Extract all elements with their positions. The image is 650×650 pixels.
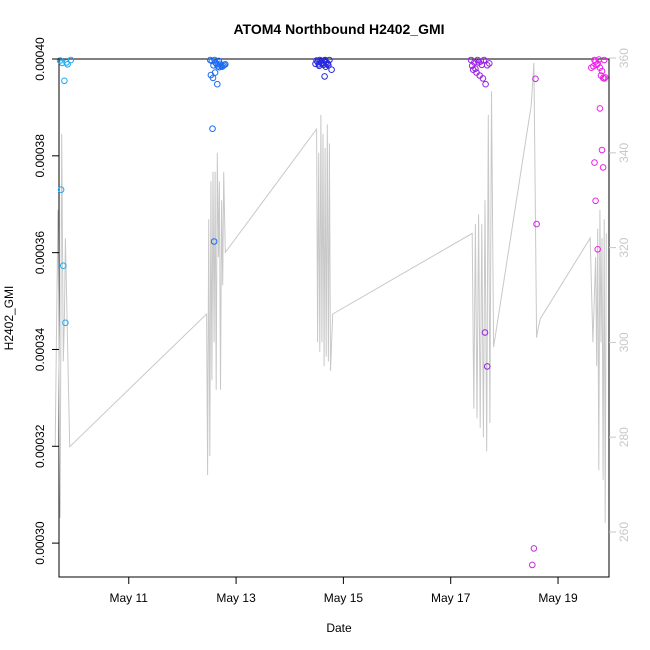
data-point xyxy=(211,69,219,76)
y-tick-label: 0.00038 xyxy=(33,134,47,178)
data-point xyxy=(600,56,608,64)
points-layer xyxy=(56,56,609,569)
data-point xyxy=(532,75,539,83)
chart-title: ATOM4 Northbound H2402_GMI xyxy=(233,21,444,37)
data-point xyxy=(326,56,333,64)
x-tick-label: May 19 xyxy=(538,591,578,605)
data-point xyxy=(318,59,325,67)
x-axis-label: Date xyxy=(326,621,352,635)
data-point xyxy=(596,64,604,71)
data-point xyxy=(483,363,491,370)
y2-tick-label: 340 xyxy=(617,142,631,162)
y2-axis: 260 280 300 320 340 360 xyxy=(609,48,631,542)
data-point xyxy=(64,61,71,68)
y-tick-label: 0.00040 xyxy=(33,37,47,81)
data-point xyxy=(472,65,479,72)
y2-tick-label: 320 xyxy=(617,237,631,257)
data-point xyxy=(598,67,606,75)
x-tick-label: May 13 xyxy=(216,591,256,605)
x-axis: May 11 May 13 May 15 May 17 May 19 xyxy=(110,577,578,605)
data-point xyxy=(600,75,608,82)
heading-line-layer xyxy=(54,62,607,523)
data-point xyxy=(598,146,606,154)
data-point xyxy=(481,329,489,336)
y2-tick-label: 280 xyxy=(617,427,631,447)
data-point xyxy=(599,164,607,171)
data-point xyxy=(529,561,536,569)
data-point xyxy=(62,319,69,327)
y-tick-label: 0.00030 xyxy=(33,521,47,565)
y-axis-label: H2402_GMI xyxy=(2,286,16,351)
data-point xyxy=(592,197,599,205)
data-point xyxy=(596,105,604,112)
y2-tick-label: 360 xyxy=(617,48,631,68)
data-point xyxy=(209,125,216,132)
data-point xyxy=(533,220,540,228)
y-tick-label: 0.00032 xyxy=(33,424,47,468)
data-point xyxy=(322,63,330,70)
y-axis: 0.00030 0.00032 0.00034 0.00036 0.00038 0.000… xyxy=(33,37,59,565)
y2-tick-label: 260 xyxy=(617,522,631,542)
data-point xyxy=(477,58,485,65)
x-tick-label: May 17 xyxy=(431,591,471,605)
data-point xyxy=(594,246,602,253)
x-tick-label: May 11 xyxy=(110,591,149,605)
data-point xyxy=(482,80,489,88)
data-point xyxy=(480,56,488,64)
data-point xyxy=(208,57,216,65)
data-point xyxy=(222,61,229,68)
x-tick-label: May 15 xyxy=(324,591,364,605)
data-point xyxy=(216,63,223,71)
data-point xyxy=(591,159,598,166)
heading-line xyxy=(54,62,607,523)
data-point xyxy=(210,238,218,245)
data-point xyxy=(324,60,332,67)
data-point xyxy=(483,62,491,69)
data-point xyxy=(486,60,493,67)
data-point xyxy=(530,545,538,552)
data-point xyxy=(214,80,221,88)
data-point xyxy=(601,74,609,81)
data-point xyxy=(61,77,68,85)
y2-tick-label: 300 xyxy=(617,332,631,352)
data-point xyxy=(321,73,328,80)
y-tick-label: 0.00036 xyxy=(33,231,47,275)
data-point xyxy=(479,75,487,82)
data-point xyxy=(328,66,335,73)
y-tick-label: 0.00034 xyxy=(33,327,47,371)
data-point xyxy=(60,262,67,270)
data-point xyxy=(57,186,65,193)
